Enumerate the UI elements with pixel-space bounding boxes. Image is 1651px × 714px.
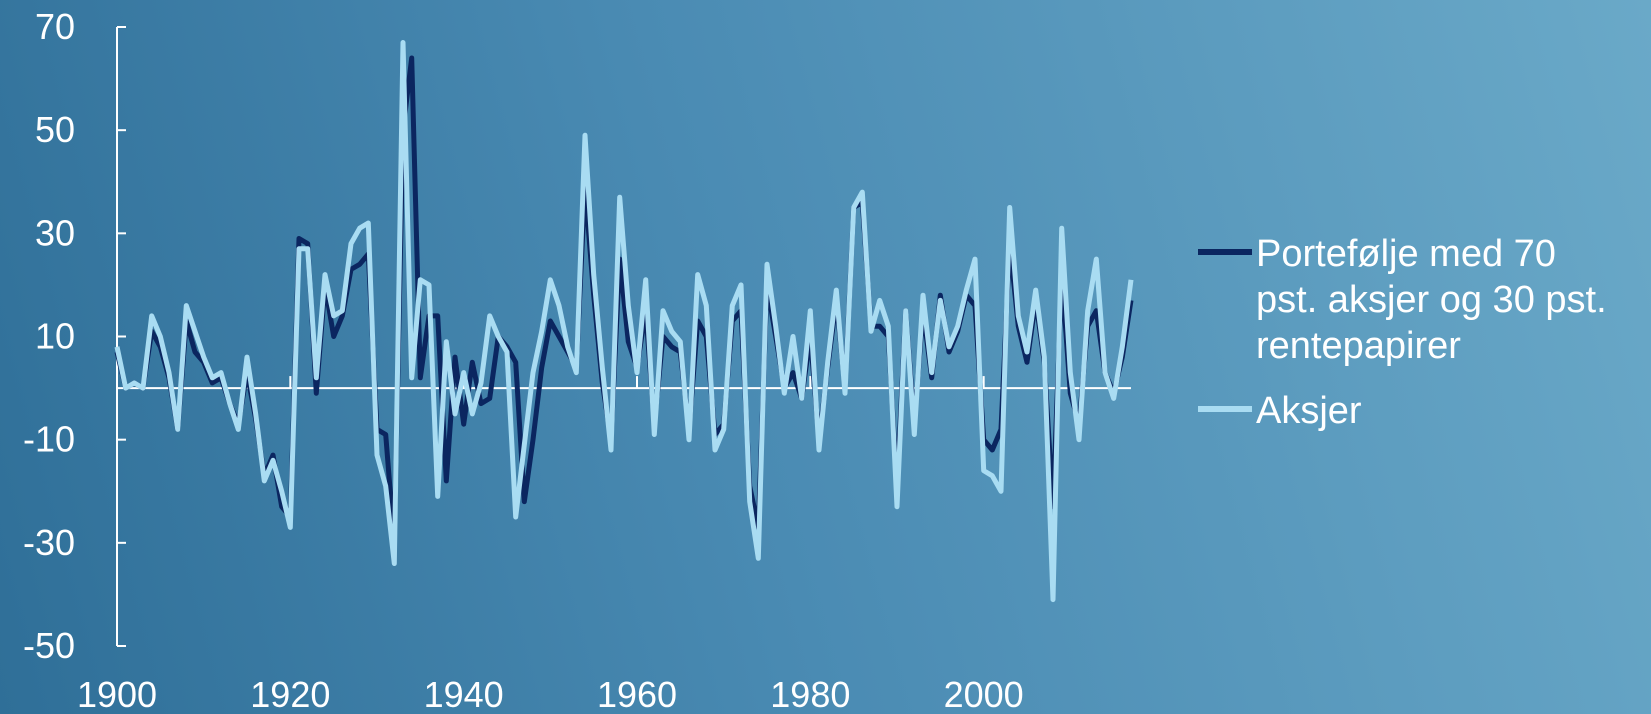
y-tick-label: 30 [35, 212, 75, 253]
legend-label-aksjer: Aksjer [1256, 390, 1362, 432]
legend-entry-aksjer: Aksjer [1198, 390, 1362, 432]
x-tick-label: 1940 [424, 674, 504, 714]
series-line-aksjer [114, 40, 1134, 603]
y-tick-label: -30 [23, 522, 75, 563]
x-ticks: 1900 1920 1940 1960 1980 2000 [77, 376, 1024, 714]
x-tick-label: 1960 [597, 674, 677, 714]
x-tick-label: 1900 [77, 674, 157, 714]
x-tick-label: 1980 [770, 674, 850, 714]
legend-entry-portfolio: Portefølje med 70 pst. aksjer og 30 pst.… [1198, 233, 1617, 367]
y-tick-label: 70 [35, 6, 75, 47]
y-ticks: 70 50 30 10 -10 -30 -50 [23, 6, 126, 666]
y-tick-label: -50 [23, 625, 75, 666]
y-tick-label: -10 [23, 419, 75, 460]
x-tick-label: 2000 [944, 674, 1024, 714]
legend: Portefølje med 70 pst. aksjer og 30 pst.… [1198, 233, 1617, 432]
series-group [114, 40, 1134, 603]
y-tick-label: 10 [35, 316, 75, 357]
x-tick-label: 1920 [250, 674, 330, 714]
y-tick-label: 50 [35, 109, 75, 150]
legend-label-portfolio: Portefølje med 70 pst. aksjer og 30 pst.… [1256, 233, 1617, 367]
